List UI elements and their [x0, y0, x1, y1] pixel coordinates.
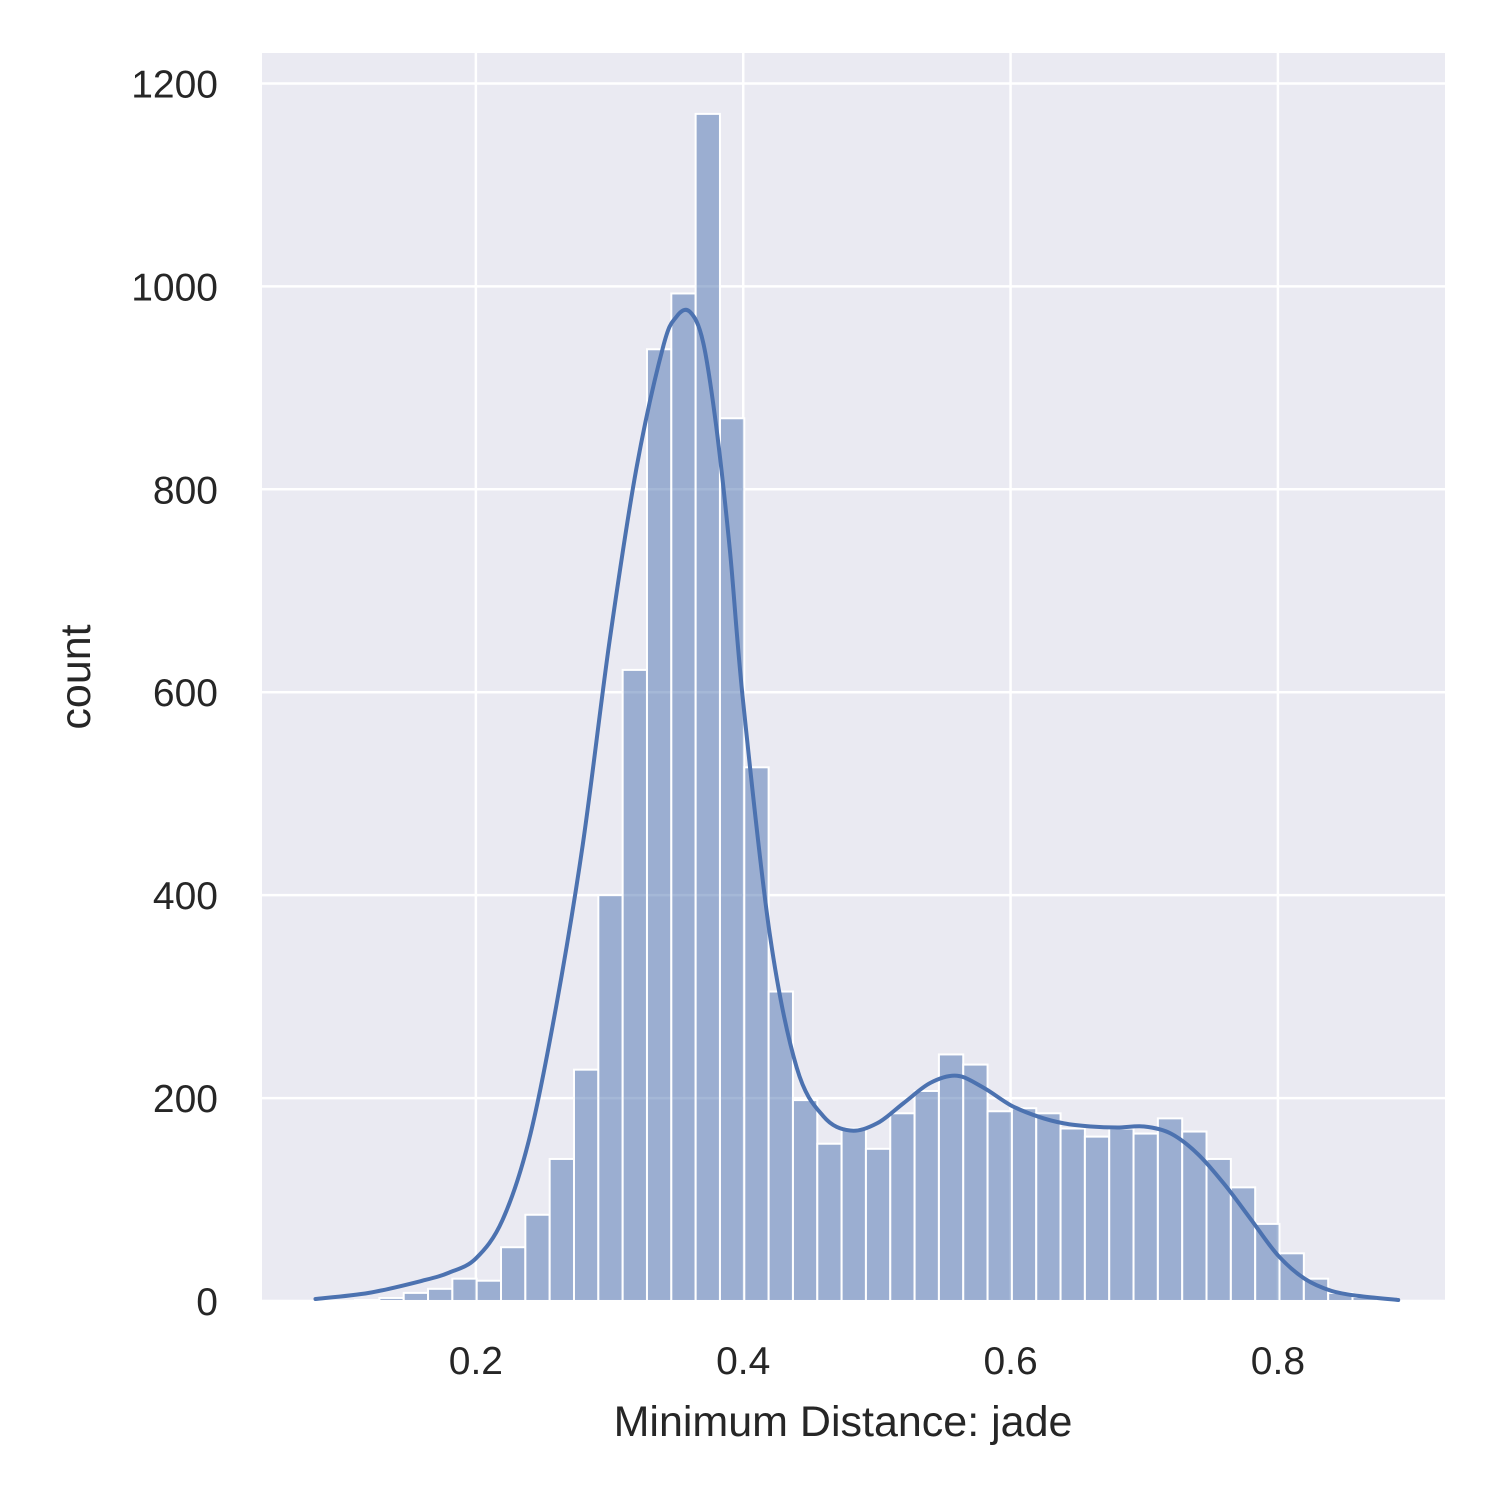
histogram-bar [378, 1296, 405, 1302]
x-tick-label: 0.4 [716, 1340, 770, 1383]
x-axis-label: Minimum Distance: jade [614, 1398, 1073, 1446]
histogram-bar [718, 417, 746, 1302]
y-tick-label: 400 [153, 875, 218, 918]
plot-background [262, 53, 1445, 1301]
histogram-bar [1229, 1186, 1257, 1302]
histogram-bar [816, 1142, 843, 1302]
histogram-bar [1156, 1117, 1184, 1302]
histogram-bar [354, 1298, 381, 1302]
histogram-bar [1059, 1127, 1086, 1303]
y-axis-label: count [52, 624, 100, 729]
histogram-bar [889, 1112, 916, 1303]
kde-curve [313, 307, 1401, 1302]
histogram-bar [1132, 1132, 1159, 1302]
y-tick-label: 1000 [131, 266, 218, 309]
histogram-bar [1010, 1107, 1038, 1302]
histogram-bar [451, 1277, 478, 1303]
y-tick-label: 1200 [131, 63, 218, 106]
y-tick-label: 800 [153, 469, 218, 512]
histogram-bar [524, 1213, 551, 1303]
histogram-bar [840, 1127, 867, 1303]
histogram-bar [791, 1099, 819, 1302]
histogram-bar [572, 1068, 600, 1303]
y-tick-label: 200 [153, 1078, 218, 1121]
histogram-bar [913, 1089, 940, 1302]
histogram-bar [597, 894, 624, 1303]
histogram-bar [475, 1279, 503, 1302]
y-tick-label: 600 [153, 672, 218, 715]
histogram-bar [937, 1053, 965, 1302]
histogram-bar [645, 348, 673, 1302]
x-tick-label: 0.6 [983, 1340, 1037, 1383]
x-tick-label: 0.8 [1251, 1340, 1305, 1383]
histogram-bar [962, 1063, 989, 1302]
histogram-bar [1083, 1135, 1111, 1302]
y-axis-ticks: 0 200 400 600 800 1000 1200 [131, 63, 218, 1324]
histogram-bar [1108, 1127, 1135, 1303]
histogram-bar [621, 668, 648, 1302]
histogram-bar [670, 292, 697, 1302]
histogram-bar [548, 1157, 575, 1302]
x-axis-ticks: 0.2 0.4 0.6 0.8 [449, 1340, 1305, 1383]
histogram-bar [986, 1110, 1013, 1303]
histogram-bar [864, 1147, 892, 1303]
y-tick-label: 0 [196, 1281, 218, 1324]
histogram-bar [402, 1291, 430, 1303]
histogram-bar [1035, 1112, 1062, 1303]
histogram-bar [694, 112, 721, 1302]
x-tick-label: 0.2 [449, 1340, 503, 1383]
histogram-bar [500, 1246, 527, 1302]
histogram-bar [1205, 1157, 1232, 1302]
histogram-bar [743, 766, 770, 1302]
histogram-bar [1254, 1222, 1281, 1303]
histogram-bar [427, 1287, 454, 1302]
